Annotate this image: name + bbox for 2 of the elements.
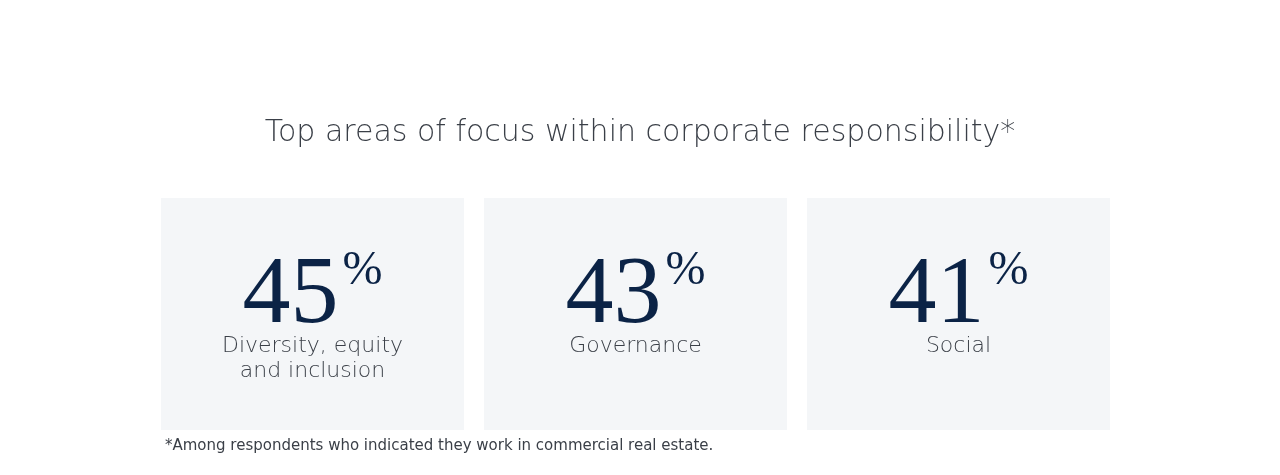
text: *Among respondents who indicated they work in commercial real estate.	[165, 436, 714, 454]
text: Top areas of focus within corporate responsibility*	[263, 113, 1017, 148]
